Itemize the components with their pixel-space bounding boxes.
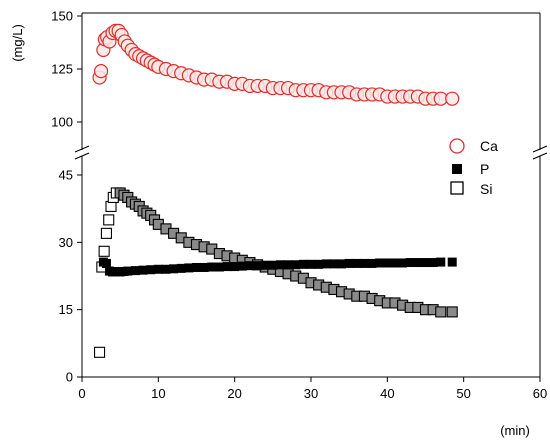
x-tick-label: 50 [456, 386, 470, 401]
x-tick-label: 10 [151, 386, 165, 401]
p-point [298, 259, 308, 269]
p-point [123, 266, 133, 276]
p-point [268, 260, 278, 270]
ca-point [93, 64, 109, 79]
si-point [435, 306, 447, 318]
p-point [192, 262, 201, 272]
p-point [101, 258, 111, 268]
p-point [428, 258, 438, 268]
legend-p-label: P [480, 161, 489, 177]
p-point [283, 260, 293, 270]
p-point [153, 264, 163, 274]
y-tick-label: 45 [59, 168, 73, 183]
legend-si-marker [450, 181, 464, 195]
y-axis-label: (mg/L) [10, 24, 25, 62]
p-point [367, 258, 377, 268]
p-point [253, 261, 263, 271]
series-ca [92, 23, 460, 106]
p-point [199, 262, 209, 272]
p-point [352, 258, 362, 268]
p-point [214, 262, 224, 272]
x-tick-label: 30 [304, 386, 318, 401]
p-point [436, 257, 446, 267]
y-tick-label: 150 [51, 9, 73, 24]
y-ticks: 100 125 150 0 15 30 45 [51, 9, 82, 385]
p-point [130, 266, 140, 276]
p-point [291, 260, 301, 270]
p-point [275, 260, 285, 270]
p-point [447, 257, 457, 267]
p-point [306, 259, 316, 269]
x-tick-label: 60 [533, 386, 547, 401]
axis-break-right [532, 145, 548, 160]
p-point [207, 262, 217, 272]
x-tick-label: 0 [78, 386, 85, 401]
legend-ca-label: Ca [480, 138, 498, 154]
p-point [375, 258, 385, 268]
p-point [138, 265, 148, 275]
p-point [359, 258, 369, 268]
p-point [184, 263, 194, 273]
p-point [237, 261, 247, 271]
p-point [169, 264, 179, 274]
p-point [337, 259, 347, 269]
p-point [260, 260, 270, 270]
legend: Ca P Si [449, 138, 498, 197]
p-point [230, 262, 240, 272]
p-point [344, 258, 354, 268]
p-point [329, 259, 339, 269]
p-point [413, 258, 423, 268]
p-point [314, 259, 324, 269]
axis-break-left [74, 145, 90, 160]
p-point [146, 265, 156, 275]
x-ticks: 0 10 20 30 40 50 60 [78, 377, 547, 401]
si-point [103, 214, 115, 226]
p-point [405, 258, 415, 268]
legend-si-label: Si [480, 181, 492, 197]
series-p [98, 257, 457, 277]
x-axis-label: (min) [500, 423, 530, 438]
p-point [176, 263, 186, 273]
si-point [94, 346, 106, 358]
x-tick-label: 20 [227, 386, 241, 401]
p-point [382, 258, 392, 268]
si-point [446, 306, 458, 318]
p-point [421, 258, 430, 268]
p-point [245, 261, 255, 271]
p-point [161, 264, 171, 274]
y-tick-label: 0 [66, 370, 73, 385]
legend-p-marker [452, 164, 462, 174]
p-point [321, 259, 331, 269]
series-layer [92, 23, 460, 358]
y-tick-label: 100 [51, 115, 73, 130]
ca-point [445, 91, 460, 106]
y-tick-label: 30 [59, 235, 73, 250]
p-point [222, 262, 232, 272]
x-tick-label: 40 [380, 386, 394, 401]
p-point [390, 258, 400, 268]
y-tick-label: 15 [59, 302, 73, 317]
si-point [100, 227, 112, 239]
legend-ca-marker [449, 138, 465, 154]
y-tick-label: 125 [51, 62, 73, 77]
si-point [98, 245, 110, 257]
p-point [398, 258, 408, 268]
